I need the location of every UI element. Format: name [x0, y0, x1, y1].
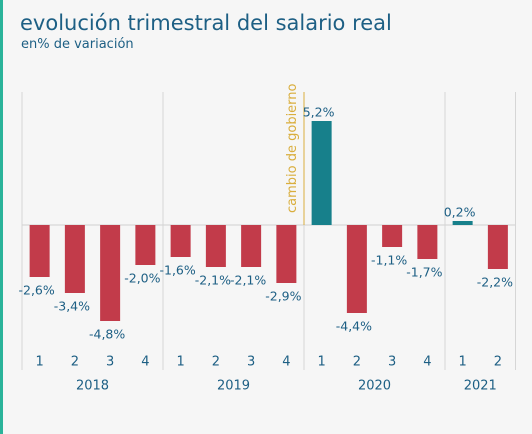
value-label: -1,7% — [406, 265, 442, 280]
x-tick-label: 1 — [35, 355, 43, 370]
group-label: 2021 — [464, 379, 497, 394]
x-tick-label: 2 — [71, 355, 79, 370]
value-label: -2,9% — [265, 289, 301, 304]
value-label: -2,0% — [124, 271, 160, 286]
group-label: 2020 — [358, 379, 391, 394]
x-tick-label: 3 — [247, 355, 255, 370]
bar — [346, 225, 367, 313]
bar — [311, 121, 332, 225]
x-tick-label: 3 — [388, 355, 396, 370]
bar — [276, 225, 297, 283]
x-tick-label: 2 — [353, 355, 361, 370]
bar — [452, 221, 473, 225]
x-tick-label: 4 — [282, 355, 290, 370]
value-label: 0,2% — [444, 205, 476, 220]
accent-border — [0, 0, 3, 434]
group-label: 2018 — [76, 379, 109, 394]
annotation: cambio de gobierno — [285, 83, 300, 213]
bar — [64, 225, 85, 293]
bar — [382, 225, 403, 247]
x-tick-label: 4 — [423, 355, 431, 370]
bar — [135, 225, 156, 265]
x-tick-label: 4 — [141, 355, 149, 370]
group-label: 2019 — [217, 379, 250, 394]
bar — [100, 225, 121, 321]
x-tick-label: 1 — [176, 355, 184, 370]
value-label: -2,6% — [18, 283, 54, 298]
value-label: -1,1% — [371, 253, 407, 268]
bar — [170, 225, 191, 257]
x-tick-label: 2 — [212, 355, 220, 370]
bar — [241, 225, 262, 267]
value-label: -2,1% — [230, 273, 266, 288]
value-label: -2,1% — [195, 273, 231, 288]
value-label: -4,4% — [336, 319, 372, 334]
value-label: -3,4% — [54, 299, 90, 314]
bar — [417, 225, 438, 259]
x-tick-label: 1 — [458, 355, 466, 370]
chart-subtitle: en% de variación — [21, 37, 134, 52]
value-label: -4,8% — [89, 327, 125, 342]
bar — [29, 225, 50, 277]
chart-title: evolución trimestral del salario real — [20, 11, 392, 35]
bar — [487, 225, 508, 269]
bar — [205, 225, 226, 267]
x-tick-label: 1 — [317, 355, 325, 370]
x-tick-label: 2 — [494, 355, 502, 370]
value-label: 5,2% — [303, 105, 335, 120]
value-label: -2,2% — [477, 275, 513, 290]
value-label: -1,6% — [159, 263, 195, 278]
x-tick-label: 3 — [106, 355, 114, 370]
